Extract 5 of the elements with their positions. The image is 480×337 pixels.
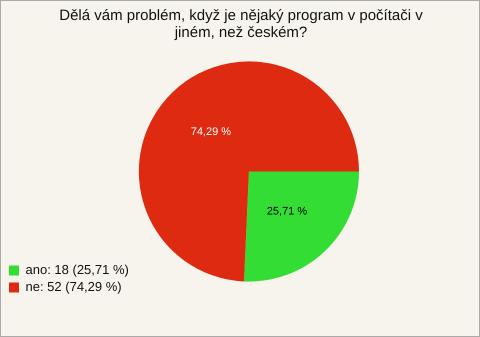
data-label: 74,29 % <box>190 126 232 138</box>
data-label: 25,71 % <box>266 205 308 218</box>
legend-label: ano: 18 (25,71 %) <box>26 262 129 278</box>
chart-title: Dělá vám problém, když je nějaký program v počítači v jiném, než českém? <box>58 7 424 41</box>
legend-label: ne: 52 (74,29 %) <box>26 279 122 294</box>
